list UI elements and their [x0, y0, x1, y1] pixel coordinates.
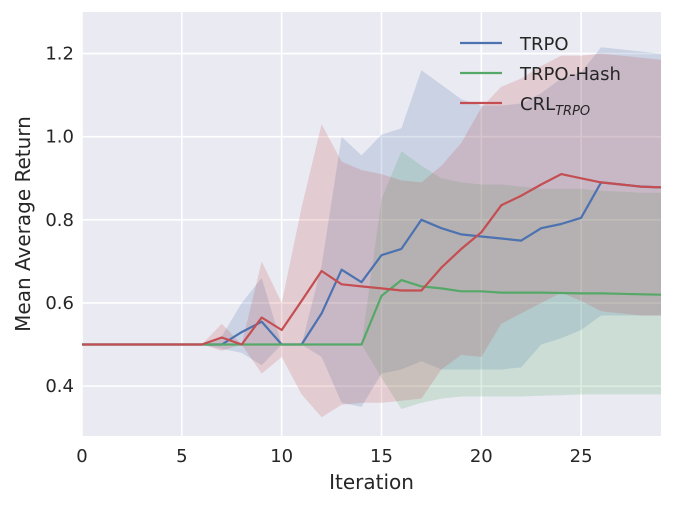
y-axis-ticks: 0.4 0.6 0.8 1.0 1.2	[45, 44, 74, 398]
x-tick-label: 5	[176, 446, 187, 467]
y-tick-label: 0.8	[45, 210, 74, 231]
band-series-2	[82, 151, 661, 410]
legend-label-3: CRLTRPO	[520, 94, 590, 119]
x-tick-label: 10	[270, 446, 293, 467]
x-tick-label: 0	[76, 446, 87, 467]
y-tick-label: 1.0	[45, 127, 74, 148]
y-tick-label: 0.4	[45, 376, 74, 397]
band-series-1	[82, 47, 661, 407]
y-axis-label: Mean Average Return	[11, 116, 35, 332]
y-tick-label: 1.2	[45, 44, 74, 65]
x-tick-label: 20	[470, 446, 493, 467]
band-series-3	[82, 53, 661, 418]
x-tick-label: 25	[570, 446, 593, 467]
series-lines	[82, 173, 662, 346]
x-axis-label: Iteration	[329, 470, 414, 494]
grid-lines	[81, 12, 661, 436]
x-tick-label: 15	[370, 446, 393, 467]
confidence-bands	[82, 47, 661, 418]
legend: TRPO TRPO-Hash CRLTRPO	[460, 34, 621, 119]
y-tick-label: 0.6	[45, 293, 74, 314]
line-series-3	[82, 173, 662, 346]
x-axis-ticks: 0 5 10 15 20 25	[76, 446, 592, 467]
legend-label-1: TRPO	[519, 34, 569, 55]
legend-label-2: TRPO-Hash	[519, 64, 621, 85]
